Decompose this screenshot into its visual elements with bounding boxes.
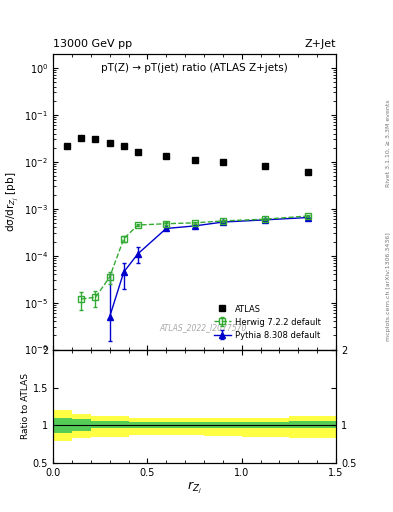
X-axis label: $r_{Z_j}$: $r_{Z_j}$ [187, 480, 202, 496]
ATLAS [192, 157, 197, 163]
ATLAS [164, 154, 169, 160]
ATLAS [305, 169, 310, 175]
Y-axis label: dσ/dr$_{Z_j}$ [pb]: dσ/dr$_{Z_j}$ [pb] [5, 172, 21, 232]
Text: pT(Z) → pT(jet) ratio (ATLAS Z+jets): pT(Z) → pT(jet) ratio (ATLAS Z+jets) [101, 62, 288, 73]
ATLAS [121, 143, 126, 149]
ATLAS [220, 159, 225, 165]
ATLAS [79, 135, 84, 141]
ATLAS [93, 136, 98, 142]
Text: mcplots.cern.ch [arXiv:1306.3436]: mcplots.cern.ch [arXiv:1306.3436] [386, 232, 391, 341]
ATLAS [263, 163, 268, 169]
Text: ATLAS_2022_I2077570: ATLAS_2022_I2077570 [159, 323, 247, 332]
Text: Z+Jet: Z+Jet [305, 38, 336, 49]
Y-axis label: Ratio to ATLAS: Ratio to ATLAS [21, 373, 30, 439]
ATLAS [136, 149, 140, 155]
Line: ATLAS: ATLAS [64, 135, 311, 175]
ATLAS [65, 143, 70, 149]
Text: 13000 GeV pp: 13000 GeV pp [53, 38, 132, 49]
Text: Rivet 3.1.10, ≥ 3.3M events: Rivet 3.1.10, ≥ 3.3M events [386, 99, 391, 187]
ATLAS [107, 140, 112, 146]
Legend: ATLAS, Herwig 7.2.2 default, Pythia 8.308 default: ATLAS, Herwig 7.2.2 default, Pythia 8.30… [212, 302, 323, 343]
